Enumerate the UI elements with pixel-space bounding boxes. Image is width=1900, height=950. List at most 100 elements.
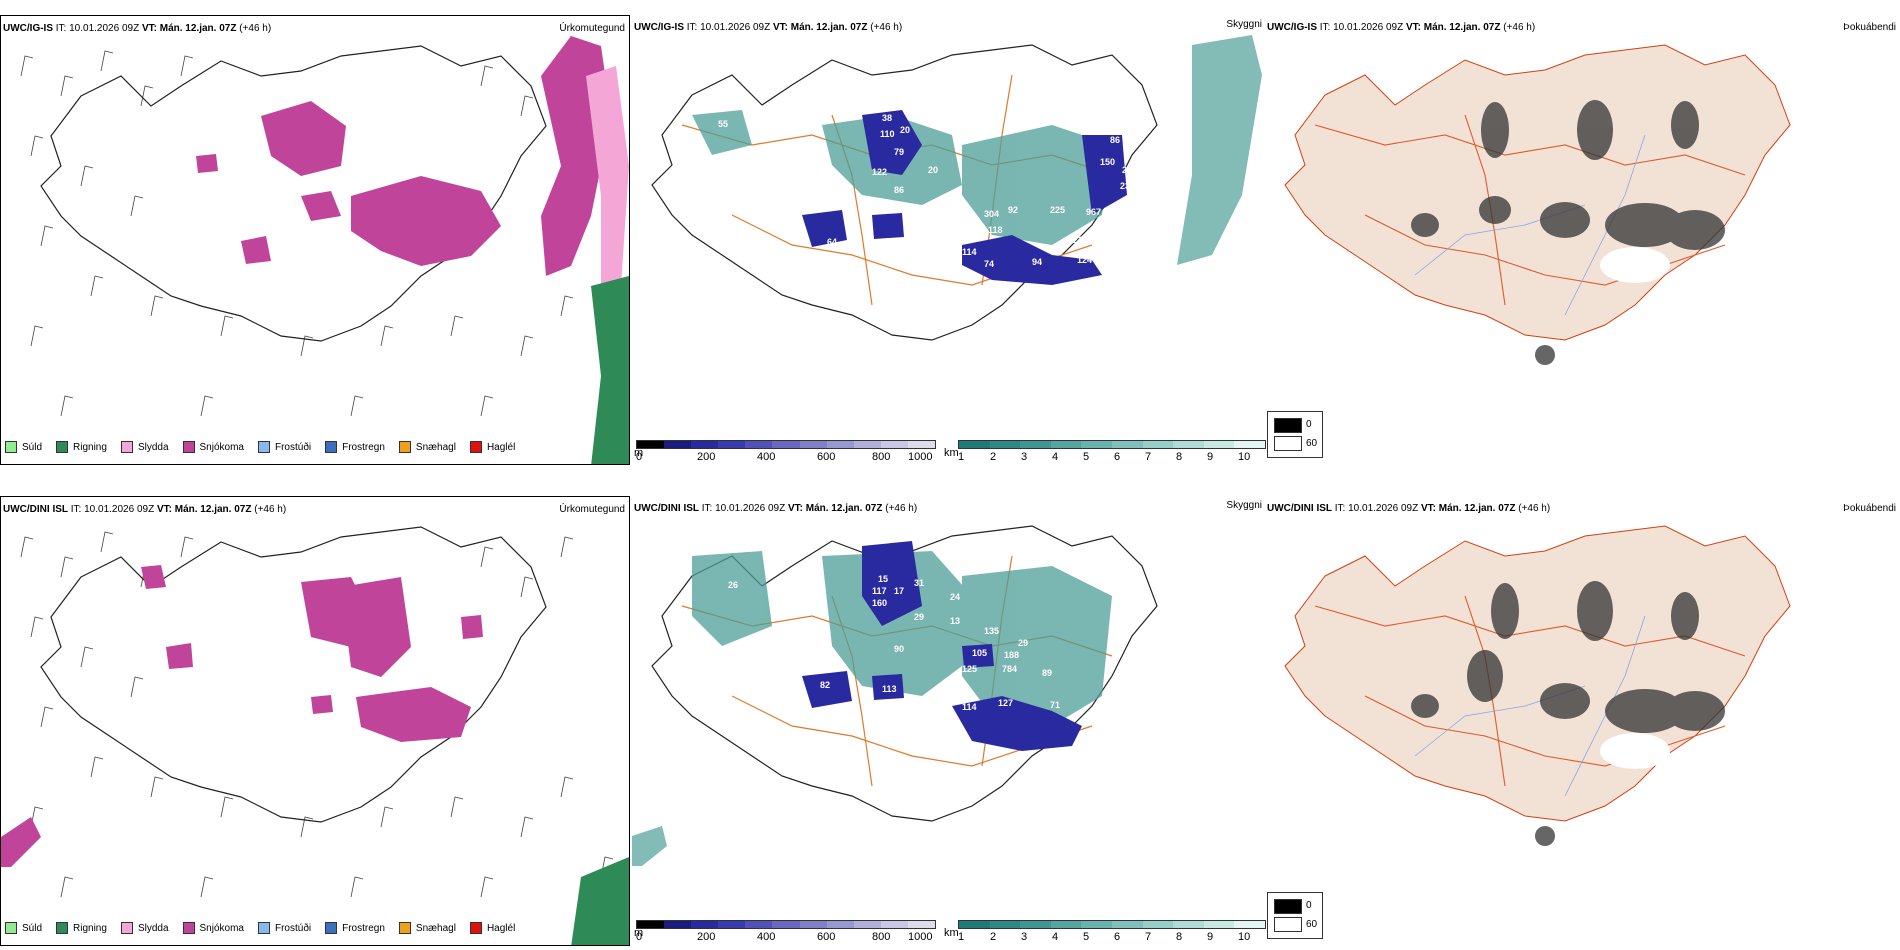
fog-map-top (1284, 44, 1791, 365)
visibility-areas (692, 110, 1112, 245)
cloudbase-label: 74 (984, 259, 994, 269)
cloudbase-label: 86 (894, 185, 904, 195)
colorbar-tick: 400 (757, 931, 776, 943)
cloudbase-label: 89 (1042, 668, 1052, 678)
visibility-colorbar-top: 1 2 3 4 5 6 7 8 9 10 (958, 440, 1266, 463)
sleet-area (586, 66, 629, 286)
colorbar-tick: 5 (1083, 931, 1090, 943)
colorbar-tick: 0 (636, 931, 643, 943)
fog-swatch (1274, 418, 1302, 433)
cloudbase-label: 225 (1050, 205, 1065, 215)
cloudbase-label: 114 (962, 702, 977, 712)
visibility-map-top: 38 110 20 79 20 122 86 150 86 250 232 17… (651, 35, 1262, 341)
cloudbase-areas (802, 110, 1127, 285)
colorbar-tick: 800 (872, 931, 891, 943)
fog-legend-label: 60 (1306, 438, 1318, 449)
colorbar-tick: 600 (817, 451, 836, 463)
precip-type-map-top (20, 36, 629, 464)
panel-title-top-precip: UWC/IG-IS IT: 10.01.2026 09Z VT: Mán. 12… (3, 23, 272, 34)
colorbar-tick: 200 (697, 931, 716, 943)
colorbar-tick: 6 (1114, 931, 1121, 943)
rain-area (571, 857, 629, 945)
visibility-colorbar-cells (958, 920, 1266, 929)
cloudbase-label: 91 (1037, 117, 1047, 127)
colorbar-tick: 7 (1145, 451, 1152, 463)
cloudbase-label: 394 (1100, 247, 1115, 257)
legend-item: Rigning (56, 441, 107, 453)
cloudbase-label: 94 (1032, 257, 1042, 267)
cloudbase-label: 15 (878, 574, 888, 584)
precip-type-map-bottom (1, 526, 629, 945)
legend-swatch (120, 922, 133, 934)
cloudbase-label: 117 (872, 586, 887, 596)
cloudbase-label: 150 (1100, 157, 1115, 167)
colorbar-tick: 1000 (908, 451, 933, 463)
cloudbase-label: 123 (1068, 235, 1083, 245)
colorbar-tick: 400 (757, 451, 776, 463)
legend-item: Snæhagl (398, 441, 456, 453)
cloudbase-unit-bottom: m (634, 927, 644, 939)
fog-swatch (1274, 436, 1302, 451)
cloudbase-label: 104 (804, 265, 819, 275)
cloudbase-label: 90 (894, 644, 904, 654)
cloudbase-value-labels: 38 110 20 79 20 122 86 150 86 250 232 17… (718, 113, 1155, 275)
cloudbase-colorbar-bottom: 0 200 400 600 800 1000 (636, 920, 936, 943)
cloudbase-label: 20 (900, 125, 910, 135)
panel-title-top-fog: UWC/IG-IS IT: 10.01.2026 09Z VT: Mán. 12… (1267, 22, 1536, 33)
colorbar-tick: 3 (1021, 451, 1028, 463)
legend-item: Snjókoma (182, 441, 244, 453)
colorbar-tick: 8 (1176, 931, 1183, 943)
legend-swatch (398, 441, 411, 453)
cloudbase-label: 110 (880, 129, 895, 139)
cloudbase-label: 172 (1140, 177, 1155, 187)
panel-title-bottom-visibility: UWC/DINI ISL IT: 10.01.2026 09Z VT: Mán.… (634, 503, 918, 514)
legend-item: Súld (5, 922, 42, 934)
colorbar-tick: 7 (1145, 931, 1152, 943)
fog-panel-top: UWC/IG-IS IT: 10.01.2026 09Z VT: Mán. 12… (1265, 15, 1900, 465)
legend-item: Frostúði (257, 922, 311, 934)
precip-type-panel-top: UWC/IG-IS IT: 10.01.2026 09Z VT: Mán. 12… (0, 15, 630, 465)
legend-swatch (398, 922, 411, 934)
cloudbase-label: 55 (718, 119, 728, 129)
panel-kind-precip-top: Úrkomutegund (559, 23, 625, 34)
cloudbase-label: 24 (950, 592, 960, 602)
fog-index-areas (1411, 100, 1725, 365)
iceland-land (1284, 525, 1791, 822)
fog-map-bottom (1284, 525, 1791, 846)
cloudbase-label: 304 (984, 209, 999, 219)
legend-swatch (5, 441, 17, 453)
visibility-colorbar-cells (958, 440, 1266, 449)
legend-swatch (257, 441, 270, 453)
cloudbase-label: 507 (1122, 243, 1137, 253)
colorbar-tick: 4 (1052, 931, 1059, 943)
precip-snow-areas (1, 565, 483, 867)
fog-swatch (1274, 917, 1302, 932)
colorbar-tick: 8 (1176, 451, 1183, 463)
colorbar-tick: 9 (1207, 931, 1214, 943)
colorbar-tick: 1 (958, 451, 965, 463)
cloudbase-value-labels: 15 117 160 17 31 29 24 90 902 82 152 13 … (728, 574, 1140, 712)
cloudbase-label: 124 (1077, 255, 1092, 265)
iceland-land (1284, 44, 1791, 341)
colorbar-tick: 4 (1052, 451, 1059, 463)
cloudbase-label: 17 (894, 586, 904, 596)
visibility-panel-bottom: 15 117 160 17 31 29 24 90 902 82 152 13 … (632, 496, 1262, 946)
fog-index-areas (1411, 581, 1725, 846)
cloudbase-label: 103 (960, 223, 975, 233)
cloudbase-areas (802, 541, 1082, 751)
legend-item: Rigning (56, 922, 107, 934)
cloudbase-label: 152 (1120, 602, 1135, 612)
colorbar-tick: 1 (958, 931, 965, 943)
panel-kind-precip-bottom: Úrkomutegund (559, 504, 625, 515)
visibility-colorbar-bottom: 1 2 3 4 5 6 7 8 9 10 (958, 920, 1266, 943)
colorbar-tick: 0 (636, 451, 643, 463)
rain-area (591, 276, 629, 464)
cloudbase-label: 13 (950, 616, 960, 626)
fog-legend-label: 0 (1306, 419, 1312, 430)
cloudbase-label: 188 (1004, 650, 1019, 660)
cloudbase-label: 29 (1018, 638, 1028, 648)
fog-legend-bottom: 0 60 (1267, 892, 1323, 939)
cloudbase-colorbar-cells (636, 920, 936, 929)
cloudbase-colorbar-cells (636, 440, 936, 449)
cloudbase-label: 64 (827, 237, 837, 247)
